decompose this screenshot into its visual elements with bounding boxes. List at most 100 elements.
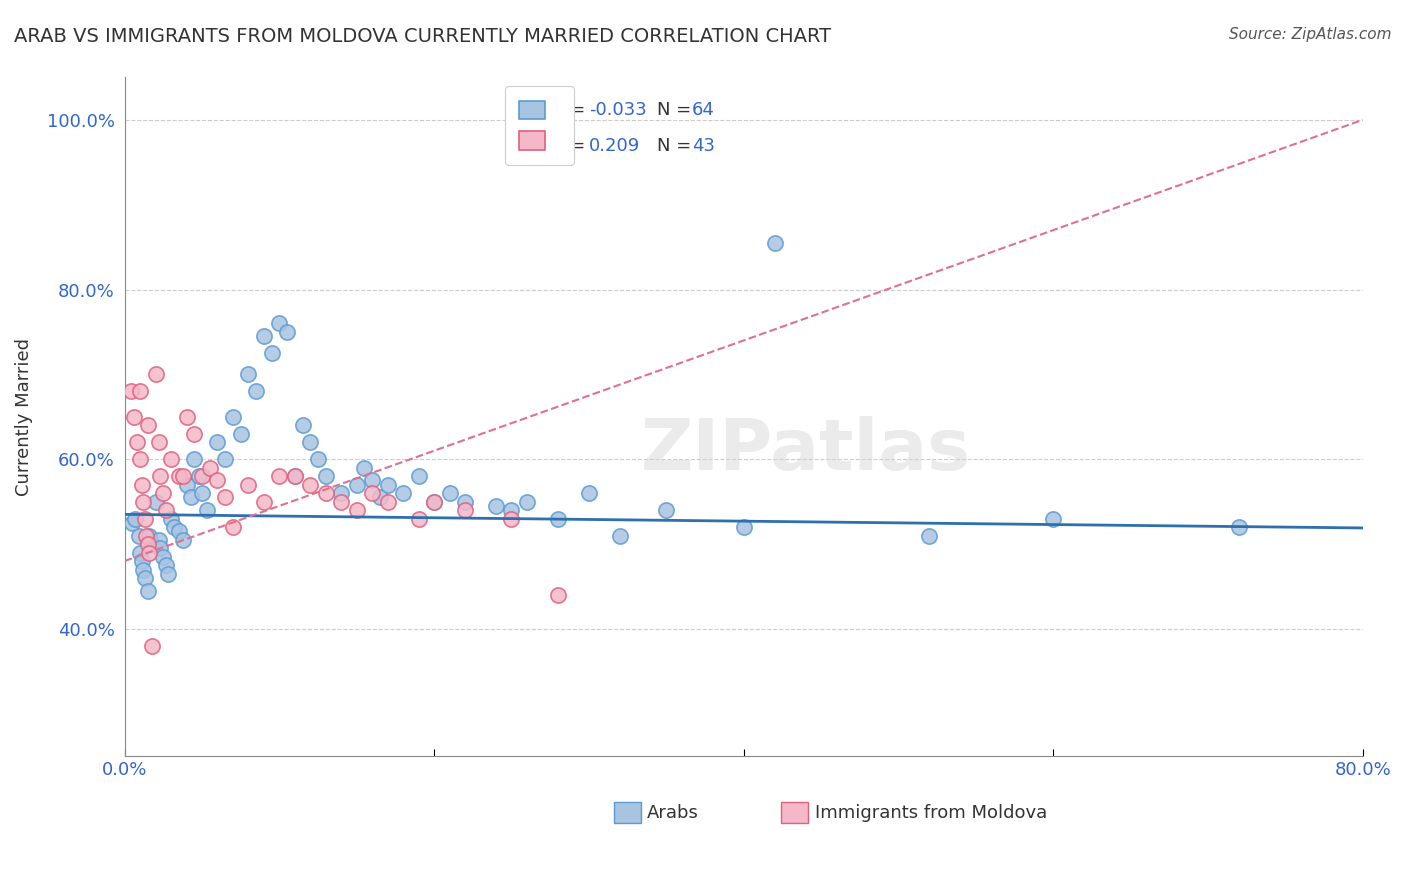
Point [191,486,214,500]
Text: Immigrants from Moldova: Immigrants from Moldova [815,804,1047,822]
Point [195,503,218,517]
Text: N =: N = [657,101,697,120]
Point [135,528,157,542]
Point [238,477,260,491]
Point [655,503,678,517]
Point [392,486,415,500]
Point [245,384,267,399]
Point [160,511,183,525]
FancyBboxPatch shape [780,802,808,822]
Y-axis label: Currently Married: Currently Married [15,338,32,496]
Point [346,503,368,517]
Text: Arabs: Arabs [647,804,699,822]
Point [454,494,477,508]
Point [330,494,353,508]
Text: 64: 64 [692,101,714,120]
Text: Source: ZipAtlas.com: Source: ZipAtlas.com [1229,27,1392,42]
Text: N =: N = [657,137,697,155]
Point [353,460,375,475]
Point [299,435,322,450]
Legend: , : , [505,87,574,165]
Point [547,588,569,602]
Point [291,418,314,433]
Point [361,486,384,500]
Point [423,494,446,508]
Point [222,409,245,424]
Point [125,435,148,450]
Point [176,409,198,424]
Point [134,511,156,525]
Point [172,533,194,547]
Point [145,368,167,382]
Point [207,474,229,488]
Point [121,516,143,530]
Point [733,520,755,534]
Text: -0.033: -0.033 [589,101,647,120]
Point [214,452,236,467]
Point [454,503,477,517]
Point [578,486,600,500]
Point [377,494,399,508]
Point [609,528,631,542]
Point [131,477,153,491]
Point [485,499,508,513]
Point [136,537,159,551]
Point [260,346,283,360]
Point [167,524,190,539]
Point [423,494,446,508]
Point [156,566,179,581]
Point [408,469,430,483]
Point [167,469,190,483]
Point [284,469,307,483]
Text: ARAB VS IMMIGRANTS FROM MOLDOVA CURRENTLY MARRIED CORRELATION CHART: ARAB VS IMMIGRANTS FROM MOLDOVA CURRENTL… [14,27,831,45]
Point [276,325,298,339]
Point [269,317,291,331]
Point [172,469,194,483]
Point [183,452,205,467]
Point [136,418,159,433]
Point [1227,520,1250,534]
Point [299,477,322,491]
Point [547,511,569,525]
Point [368,491,391,505]
Point [763,235,786,250]
Point [377,477,399,491]
Point [330,486,353,500]
Point [183,426,205,441]
Point [176,477,198,491]
Point [128,528,150,542]
Point [229,426,252,441]
Point [214,491,236,505]
Point [129,452,152,467]
Point [141,639,163,653]
Point [145,494,167,508]
Point [361,474,384,488]
Point [1042,511,1064,525]
Point [120,384,142,399]
Point [148,533,170,547]
Point [307,452,329,467]
Point [129,384,152,399]
Point [132,494,155,508]
Point [439,486,461,500]
Point [191,469,214,483]
Point [131,554,153,568]
Point [253,494,276,508]
Point [198,460,221,475]
Text: 43: 43 [692,137,714,155]
Point [180,491,202,505]
Point [129,545,152,559]
Point [124,511,146,525]
Point [501,503,523,517]
Point [238,368,260,382]
FancyBboxPatch shape [613,802,641,822]
Point [918,528,941,542]
Point [134,571,156,585]
Point [136,583,159,598]
Point [346,477,368,491]
Point [152,549,174,564]
Point [501,511,523,525]
Text: R =: R = [551,101,591,120]
Point [222,520,245,534]
Point [141,537,163,551]
